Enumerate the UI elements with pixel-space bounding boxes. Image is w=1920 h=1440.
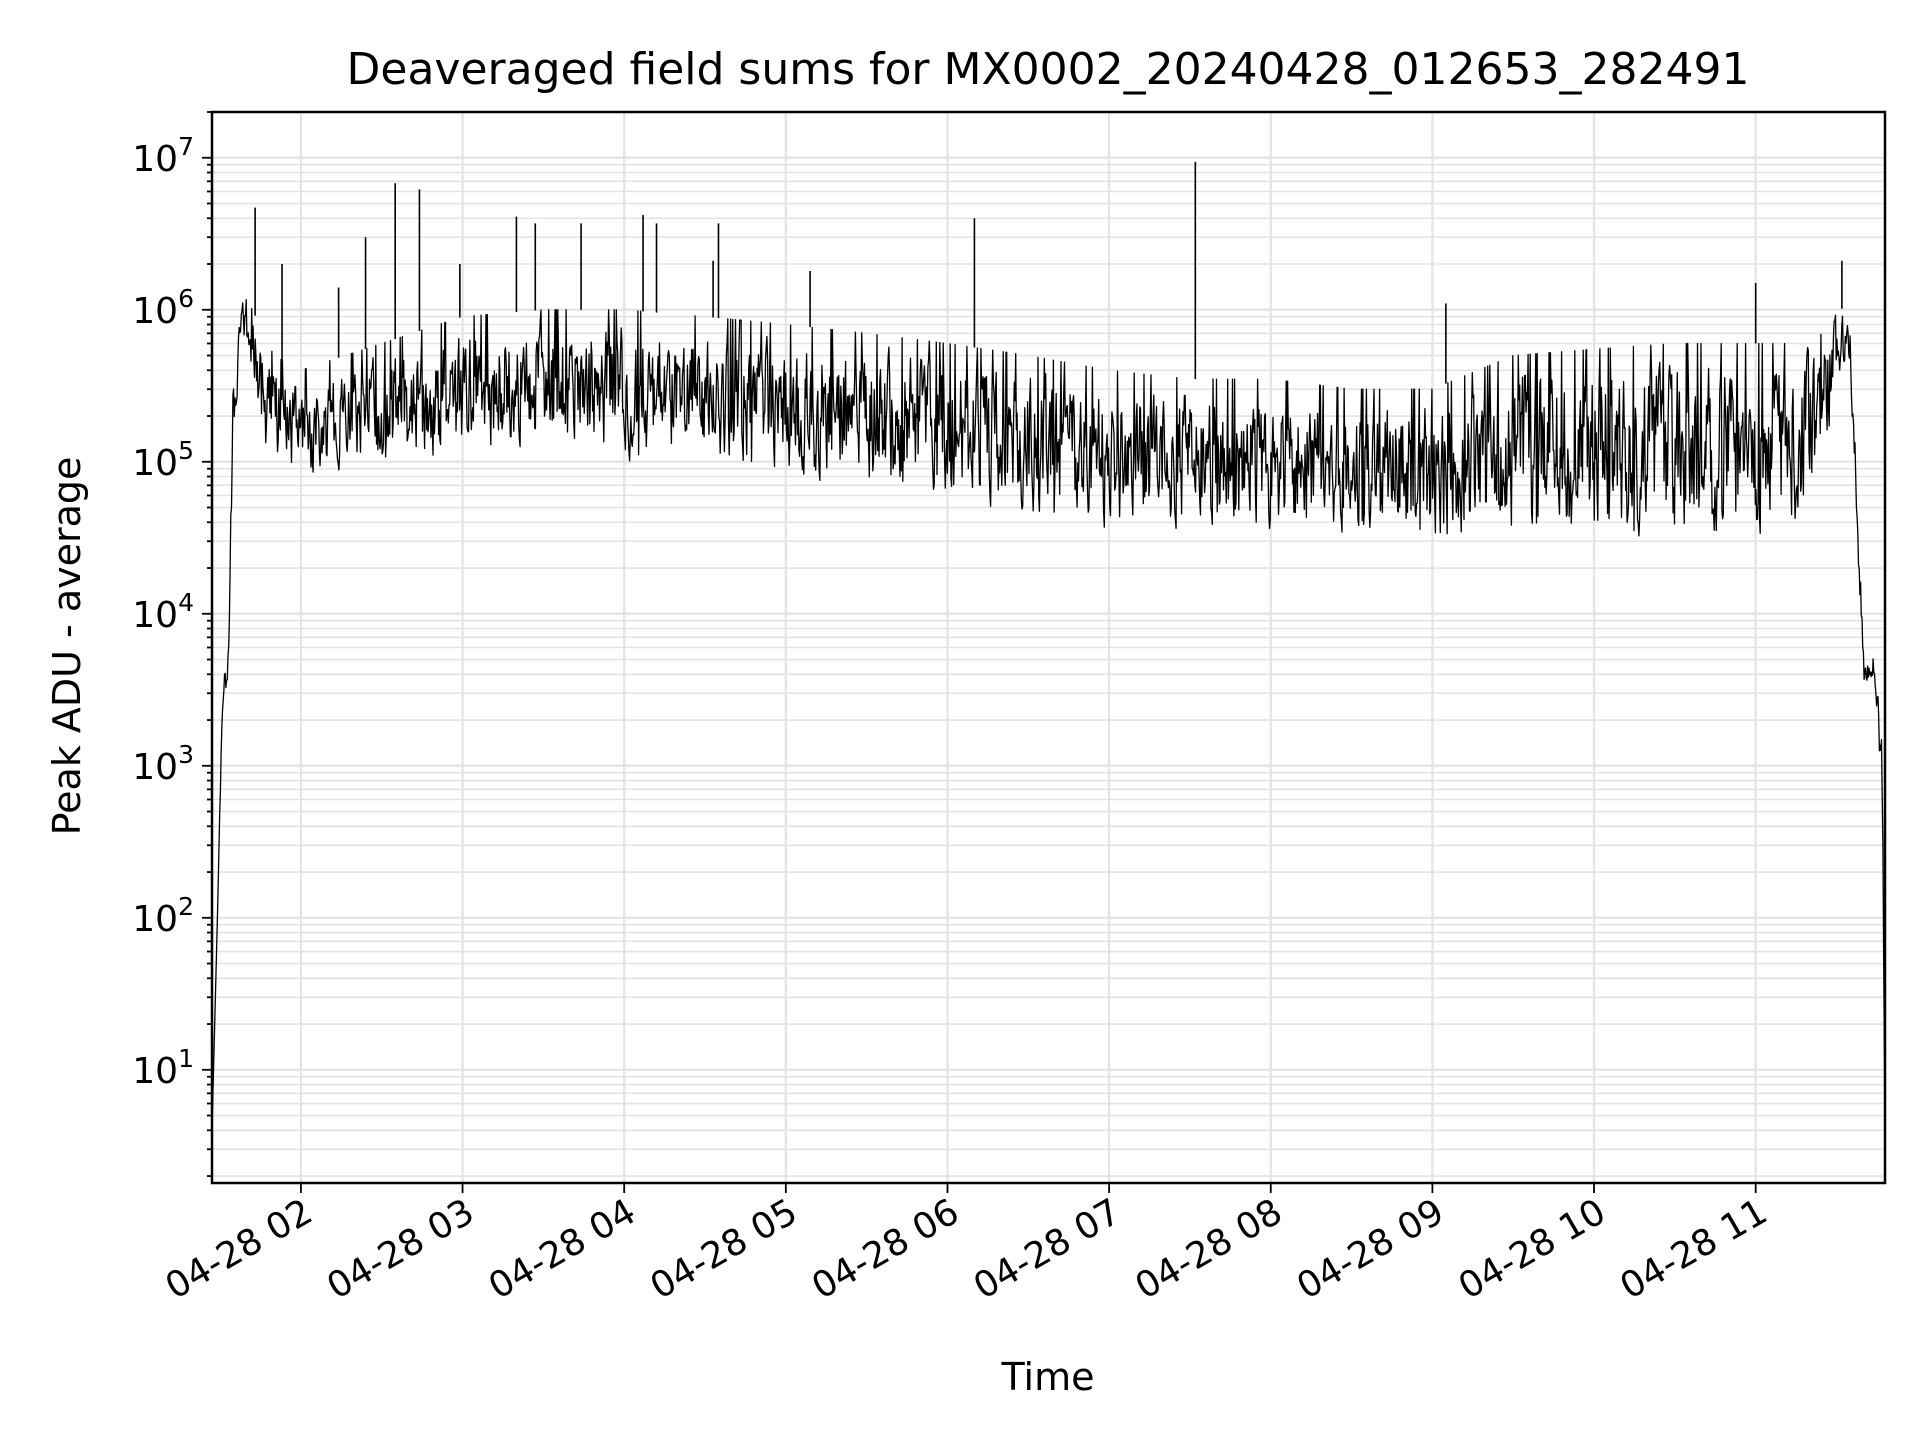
data-series xyxy=(211,161,1886,1131)
y-tick-label: 104 xyxy=(132,588,194,636)
x-axis-label: Time xyxy=(1001,1355,1095,1399)
y-axis-label: Peak ADU - average xyxy=(45,457,89,836)
series-line xyxy=(211,299,1886,1131)
y-tick-label: 101 xyxy=(132,1044,194,1092)
y-tick-label: 105 xyxy=(132,436,194,484)
y-tick-label: 106 xyxy=(132,284,194,332)
y-tick-label: 102 xyxy=(132,892,194,940)
chart-title: Deaveraged field sums for MX0002_2024042… xyxy=(347,44,1750,95)
y-tick-label: 103 xyxy=(132,740,194,788)
y-tick-label: 107 xyxy=(132,132,194,180)
grid-lines xyxy=(212,111,1885,1183)
